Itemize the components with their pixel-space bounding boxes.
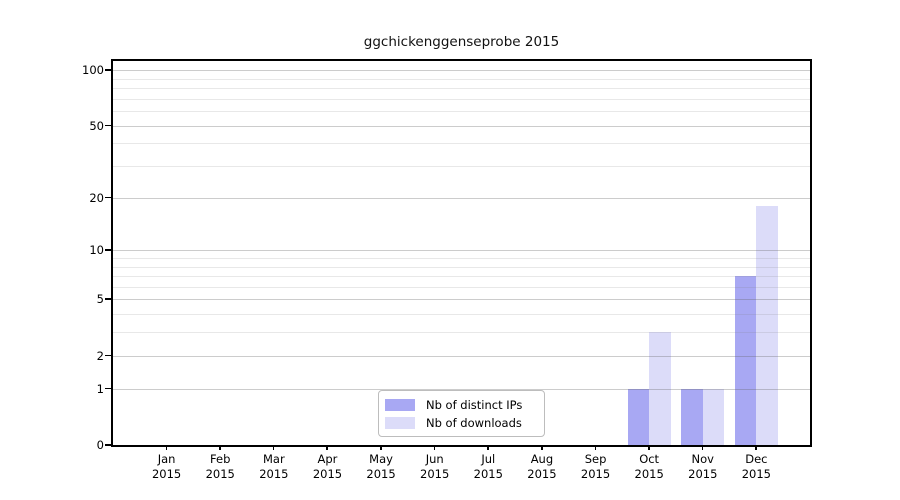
x-tick-mark — [380, 445, 382, 450]
x-tick-label: Dec 2015 — [741, 452, 772, 481]
y-major-gridline — [113, 388, 810, 390]
y-tick-mark — [105, 298, 111, 301]
y-tick-label: 5 — [96, 292, 104, 307]
x-tick-mark — [701, 445, 704, 450]
y-minor-gridline — [113, 98, 810, 100]
y-tick-mark — [105, 387, 111, 390]
bar-distinct-ips — [681, 388, 703, 445]
y-major-gridline — [113, 197, 810, 199]
y-tick-label: 20 — [89, 190, 104, 205]
y-minor-gridline — [113, 332, 810, 334]
y-tick-mark — [105, 69, 111, 71]
x-tick-mark — [648, 445, 650, 450]
y-major-gridline — [113, 250, 810, 252]
x-tick-mark — [755, 445, 757, 450]
y-minor-gridline — [113, 111, 810, 113]
y-minor-gridline — [113, 166, 810, 168]
x-tick-mark — [433, 445, 436, 450]
y-minor-gridline — [113, 286, 810, 288]
y-tick-mark — [105, 124, 111, 127]
x-tick-label: Aug 2015 — [527, 452, 557, 481]
legend-item-downloads: Nb of downloads — [385, 414, 535, 431]
plot-frame — [111, 59, 812, 447]
y-major-gridline — [113, 355, 810, 357]
legend: Nb of distinct IPs Nb of downloads — [378, 390, 545, 437]
x-tick-label: Sep 2015 — [580, 452, 611, 481]
legend-swatch-downloads — [385, 416, 415, 429]
y-minor-gridline — [113, 276, 810, 278]
x-tick-label: May 2015 — [366, 452, 396, 481]
bar-downloads — [702, 388, 725, 445]
y-minor-gridline — [113, 257, 810, 259]
y-minor-gridline — [113, 78, 810, 80]
bars-layer — [113, 61, 810, 445]
legend-swatch-distinct-ips — [385, 398, 415, 411]
y-major-gridline — [113, 70, 810, 72]
y-tick-mark — [105, 444, 111, 446]
x-tick-mark — [487, 445, 489, 450]
y-tick-mark — [105, 354, 111, 357]
y-major-gridline — [113, 125, 810, 127]
x-tick-label: Oct 2015 — [634, 452, 664, 481]
x-tick-label: Jul 2015 — [473, 452, 503, 481]
x-tick-mark — [272, 445, 275, 450]
x-tick-label: Mar 2015 — [259, 452, 289, 481]
x-tick-label: Apr 2015 — [312, 452, 343, 481]
x-tick-mark — [219, 445, 221, 450]
y-tick-mark — [105, 249, 111, 251]
y-tick-mark — [105, 196, 111, 199]
y-minor-gridline — [113, 143, 810, 145]
x-tick-mark — [326, 445, 329, 450]
x-tick-label: Jun 2015 — [420, 452, 450, 481]
bar-downloads — [649, 332, 671, 445]
y-minor-gridline — [113, 314, 810, 316]
y-tick-label: 0 — [96, 438, 104, 452]
chart-title: ggchickenggenseprobe 2015 — [363, 34, 560, 50]
y-major-gridline — [113, 299, 810, 301]
y-minor-gridline — [113, 88, 810, 90]
legend-label-downloads: Nb of downloads — [426, 415, 522, 430]
bar-downloads — [756, 205, 778, 445]
x-tick-label: Feb 2015 — [205, 452, 235, 481]
x-tick-mark — [540, 445, 543, 450]
legend-item-distinct-ips: Nb of distinct IPs — [385, 396, 535, 413]
x-tick-label: Jan 2015 — [151, 452, 182, 481]
y-tick-label: 50 — [89, 118, 104, 133]
legend-label-distinct-ips: Nb of distinct IPs — [426, 397, 523, 412]
y-tick-label: 100 — [82, 63, 104, 78]
x-tick-label: Nov 2015 — [688, 452, 718, 481]
grid-layer — [113, 61, 810, 445]
x-tick-mark — [594, 445, 597, 450]
bar-distinct-ips — [627, 388, 650, 445]
bar-distinct-ips — [734, 276, 757, 445]
y-tick-label: 10 — [89, 243, 104, 258]
x-tick-mark — [165, 445, 168, 450]
y-tick-label: 2 — [96, 348, 104, 363]
y-tick-label: 1 — [96, 381, 104, 396]
y-minor-gridline — [113, 266, 810, 268]
